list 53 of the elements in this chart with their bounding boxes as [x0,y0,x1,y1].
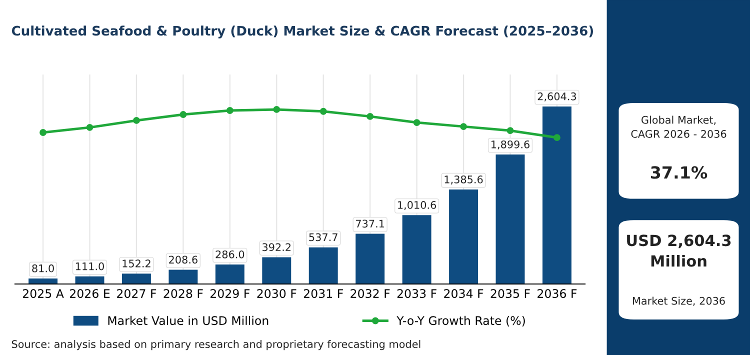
x-tick-label: 2027 F [117,289,156,298]
data-label: 111.0 [76,262,104,270]
point [553,134,560,142]
point [413,119,420,126]
x-tick-label: 2035 F [490,289,530,298]
x-tick-label: 2025 A [22,289,64,298]
point [86,124,94,131]
point [273,106,280,113]
data-label: 2,604.3 [538,92,576,102]
legend-label: Market Value in USD Million [108,316,268,326]
data-label: 737.1 [356,220,384,228]
bar [496,154,525,284]
bar [262,257,292,284]
x-tick-label: 2031 F [304,289,343,298]
point [133,116,140,124]
data-label: 286.0 [216,250,244,258]
text: Global Market, CAGR 2026 - 2036 [631,116,726,138]
bar [449,190,478,284]
legend-label: Y-o-Y Growth Rate (%) [396,316,525,326]
bar [168,270,198,284]
point [226,107,234,114]
chart-title: Cultivated Seafood & Poultry (Duck) Market Size & CAGR Forecast (2025–2036) [12,26,594,38]
text: Market Size, 2036 [632,296,725,306]
bar [542,106,572,284]
x-tick-label: 2036 F [538,289,577,298]
bar [122,274,151,284]
data-label: 392.2 [262,243,291,252]
bar [215,264,244,284]
x-tick-label: 2029 F [210,289,250,298]
point [366,112,374,120]
data-label: 1,010.6 [398,201,436,210]
text: 37.1% [650,166,708,179]
x-tick-label: 2034 F [444,289,484,298]
x-tick-label: 2032 F [350,289,390,298]
data-label: 152.2 [122,260,150,268]
x-tick-label: 2033 F [397,289,436,298]
point [320,108,327,115]
data-label: 1,899.6 [492,140,530,150]
point [40,129,47,136]
point [506,127,514,134]
data-label: 537.7 [309,233,338,242]
x-tick-label: 2030 F [257,289,296,298]
x-tick-label: 2028 F [164,289,203,298]
text: USD 2,604.3 Million [627,234,731,267]
data-label: 1,385.6 [444,176,483,184]
bar [356,234,385,284]
point [460,123,467,130]
point [180,111,187,118]
source-note: Source: analysis based on primary research and proprietary forecasting model [12,340,420,350]
data-label: 208.6 [169,256,198,264]
x-tick-label: 2026 E [70,289,110,298]
bar [402,215,432,284]
data-label: 81.0 [32,264,54,272]
